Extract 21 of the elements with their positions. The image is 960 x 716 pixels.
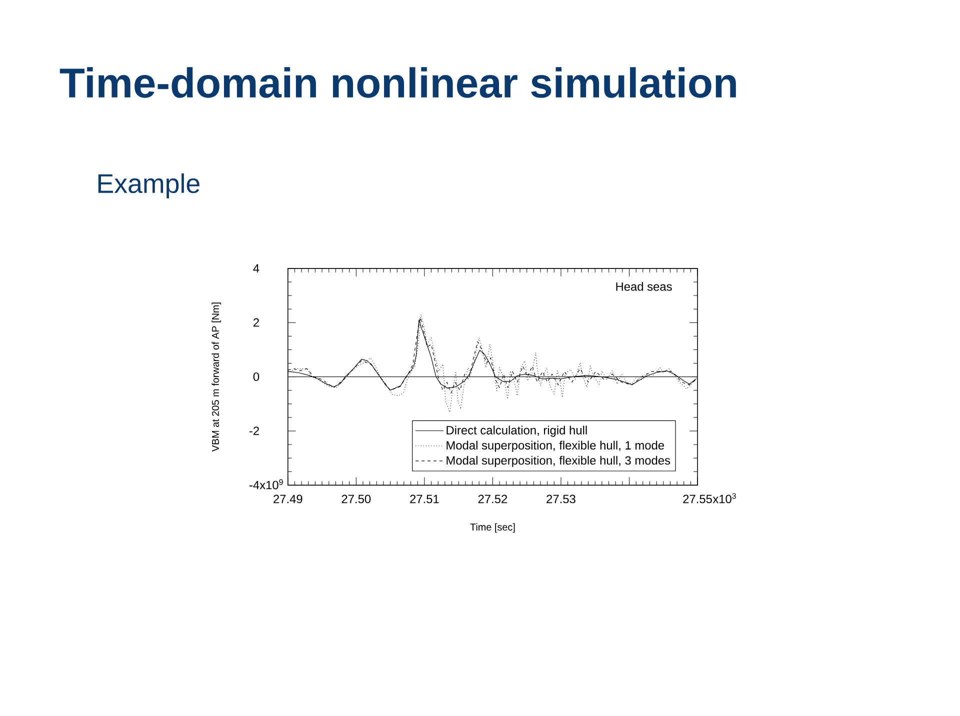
legend-label: Modal superposition, flexible hull, 3 modes bbox=[446, 456, 670, 468]
x-tick-label: 27.55 bbox=[683, 494, 712, 504]
x-tick-label: 27.51 bbox=[410, 494, 439, 504]
y-tick-label: -2 bbox=[249, 426, 259, 436]
x-tick-label: 27.53 bbox=[546, 494, 576, 504]
x-tick-label: 27.50 bbox=[342, 494, 371, 504]
x-tick-label: 27.49 bbox=[274, 494, 302, 504]
y-axis-title: VBM at 205 m forward of AP [Nm] bbox=[212, 302, 221, 452]
chart-subtitle: Example bbox=[98, 173, 200, 198]
y-tick-label: 4 bbox=[253, 264, 260, 272]
text: x10$^{9}$ bbox=[260, 479, 283, 490]
y-tick-label: 0 bbox=[253, 372, 260, 381]
text: x10$^{3}$ bbox=[712, 493, 736, 504]
chart-title: Time-domain nonlinear simulation bbox=[60, 67, 736, 98]
legend-label: Modal superposition, flexible hull, 1 mode bbox=[446, 440, 664, 452]
annotation: Head seas bbox=[616, 282, 672, 291]
y-tick-label: 2 bbox=[254, 318, 259, 327]
x-tick-label: 27.52 bbox=[478, 494, 508, 504]
x-axis-title: Time [sec] bbox=[470, 523, 515, 533]
legend-label: Direct calculation, rigid hull bbox=[446, 426, 587, 437]
y-tick-label: -4 bbox=[249, 481, 260, 490]
